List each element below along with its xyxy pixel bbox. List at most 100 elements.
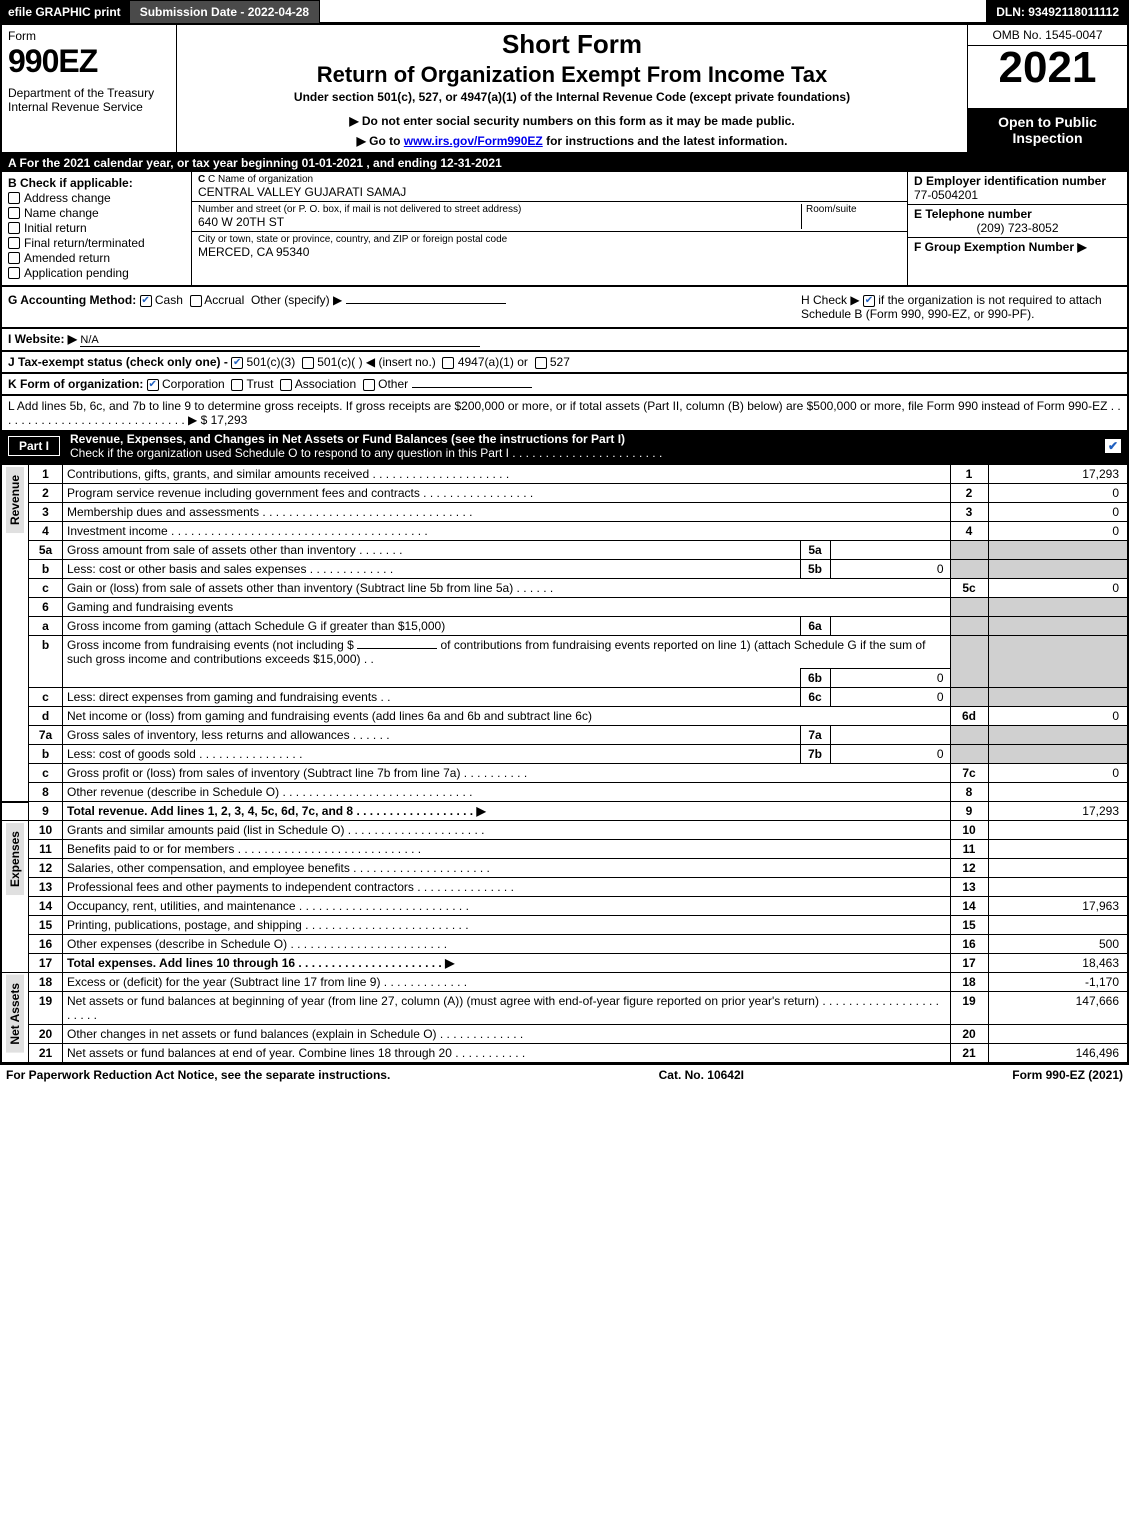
line-7b-num: b — [29, 745, 63, 764]
line-7b-desc: Less: cost of goods sold . . . . . . . .… — [63, 745, 801, 764]
checkbox-527[interactable] — [535, 357, 547, 369]
line-17-num: 17 — [29, 954, 63, 973]
line-5a-sub: 5a — [800, 541, 830, 560]
checkbox-corporation[interactable] — [147, 379, 159, 391]
part-1-header: Part I Revenue, Expenses, and Changes in… — [0, 430, 1129, 464]
opt-4947: 4947(a)(1) or — [458, 355, 528, 369]
line-5c-val: 0 — [988, 579, 1128, 598]
line-2-val: 0 — [988, 484, 1128, 503]
other-specify-input[interactable] — [346, 303, 506, 304]
checkbox-other-org[interactable] — [363, 379, 375, 391]
line-6c-greycol — [950, 688, 988, 707]
opt-initial-return: Initial return — [24, 221, 87, 235]
line-21-num: 21 — [29, 1044, 63, 1064]
opt-association: Association — [295, 377, 356, 391]
line-1-val: 17,293 — [988, 465, 1128, 484]
line-8-col: 8 — [950, 783, 988, 802]
checkbox-initial-return[interactable] — [8, 222, 20, 234]
line-6-desc: Gaming and fundraising events — [63, 598, 951, 617]
opt-other-org: Other — [378, 377, 408, 391]
footer-left: For Paperwork Reduction Act Notice, see … — [6, 1068, 390, 1082]
line-5c-num: c — [29, 579, 63, 598]
line-5a-greyval — [988, 541, 1128, 560]
checkbox-address-change[interactable] — [8, 192, 20, 204]
irs-link[interactable]: www.irs.gov/Form990EZ — [404, 134, 543, 148]
line-5b-greyval — [988, 560, 1128, 579]
row-a-tax-year: A For the 2021 calendar year, or tax yea… — [0, 154, 1129, 172]
line-3-num: 3 — [29, 503, 63, 522]
checkbox-4947[interactable] — [442, 357, 454, 369]
line-7c-col: 7c — [950, 764, 988, 783]
open-to-public: Open to Public Inspection — [968, 108, 1127, 152]
line-9-num: 9 — [29, 802, 63, 821]
line-14-desc: Occupancy, rent, utilities, and maintena… — [63, 897, 951, 916]
line-16-val: 500 — [988, 935, 1128, 954]
street-address: 640 W 20TH ST — [198, 215, 801, 229]
line-3-val: 0 — [988, 503, 1128, 522]
checkbox-accrual[interactable] — [190, 295, 202, 307]
checkbox-501c3[interactable] — [231, 357, 243, 369]
checkbox-final-return[interactable] — [8, 237, 20, 249]
section-j: J Tax-exempt status (check only one) - 5… — [0, 352, 1129, 374]
footer-right-prefix: Form — [1012, 1068, 1045, 1082]
line-1-num: 1 — [29, 465, 63, 484]
opt-accrual: Accrual — [204, 293, 244, 307]
line-6a-sub: 6a — [800, 617, 830, 636]
line-1-col: 1 — [950, 465, 988, 484]
goto-prefix: ▶ Go to — [357, 134, 404, 148]
label-room: Room/suite — [806, 204, 901, 215]
checkbox-trust[interactable] — [231, 379, 243, 391]
line-20-num: 20 — [29, 1025, 63, 1044]
city-state-zip: MERCED, CA 95340 — [198, 245, 901, 259]
part-1-check-text: Check if the organization used Schedule … — [70, 446, 662, 460]
line-1-desc: Contributions, gifts, grants, and simila… — [63, 465, 951, 484]
line-6d-col: 6d — [950, 707, 988, 726]
checkbox-amended-return[interactable] — [8, 252, 20, 264]
line-9-desc: Total revenue. Add lines 1, 2, 3, 4, 5c,… — [63, 802, 951, 821]
line-19-col: 19 — [950, 992, 988, 1025]
opt-address-change: Address change — [24, 191, 111, 205]
side-revenue: Revenue — [1, 465, 29, 802]
efile-print-button[interactable]: efile GRAPHIC print — [0, 0, 129, 24]
part-1-schedule-o-checkbox[interactable]: ✔ — [1105, 439, 1121, 453]
line-6c-greyval — [988, 688, 1128, 707]
line-5b-greycol — [950, 560, 988, 579]
line-6c-subval: 0 — [830, 688, 950, 707]
submission-date-button[interactable]: Submission Date - 2022-04-28 — [129, 0, 320, 24]
footer-right-form: 990-EZ — [1046, 1068, 1085, 1082]
line-9-col: 9 — [950, 802, 988, 821]
other-org-input[interactable] — [412, 387, 532, 388]
opt-527: 527 — [550, 355, 570, 369]
line-6b-num: b — [29, 636, 63, 688]
line-12-val — [988, 859, 1128, 878]
checkbox-name-change[interactable] — [8, 207, 20, 219]
side-netassets-label: Net Assets — [6, 975, 24, 1053]
checkbox-cash[interactable] — [140, 295, 152, 307]
line-16-num: 16 — [29, 935, 63, 954]
section-l-text: L Add lines 5b, 6c, and 7b to line 9 to … — [8, 399, 1121, 427]
line-18-col: 18 — [950, 973, 988, 992]
line-21-val: 146,496 — [988, 1044, 1128, 1064]
line-7a-subval — [830, 726, 950, 745]
ein-value: 77-0504201 — [914, 188, 1121, 202]
opt-final-return: Final return/terminated — [24, 236, 145, 250]
dln-label: DLN: 93492118011112 — [986, 0, 1129, 24]
checkbox-association[interactable] — [280, 379, 292, 391]
line-12-num: 12 — [29, 859, 63, 878]
line-6b-desc1: Gross income from fundraising events (no… — [63, 636, 951, 669]
part-1-table: Revenue 1 Contributions, gifts, grants, … — [0, 464, 1129, 1064]
checkbox-application-pending[interactable] — [8, 267, 20, 279]
line-7a-greyval — [988, 726, 1128, 745]
label-org-name: C C Name of organization — [198, 174, 901, 185]
opt-application-pending: Application pending — [24, 266, 129, 280]
line-5a-num: 5a — [29, 541, 63, 560]
checkbox-schedule-b[interactable] — [863, 295, 875, 307]
checkbox-501c[interactable] — [302, 357, 314, 369]
label-form-of-org: K Form of organization: — [8, 377, 143, 391]
line-6-greyval — [988, 598, 1128, 617]
line-2-desc: Program service revenue including govern… — [63, 484, 951, 503]
section-l: L Add lines 5b, 6c, and 7b to line 9 to … — [0, 396, 1129, 430]
section-b-title: B Check if applicable: — [8, 176, 185, 190]
line-6b-amount-input[interactable] — [357, 648, 437, 649]
line-13-val — [988, 878, 1128, 897]
